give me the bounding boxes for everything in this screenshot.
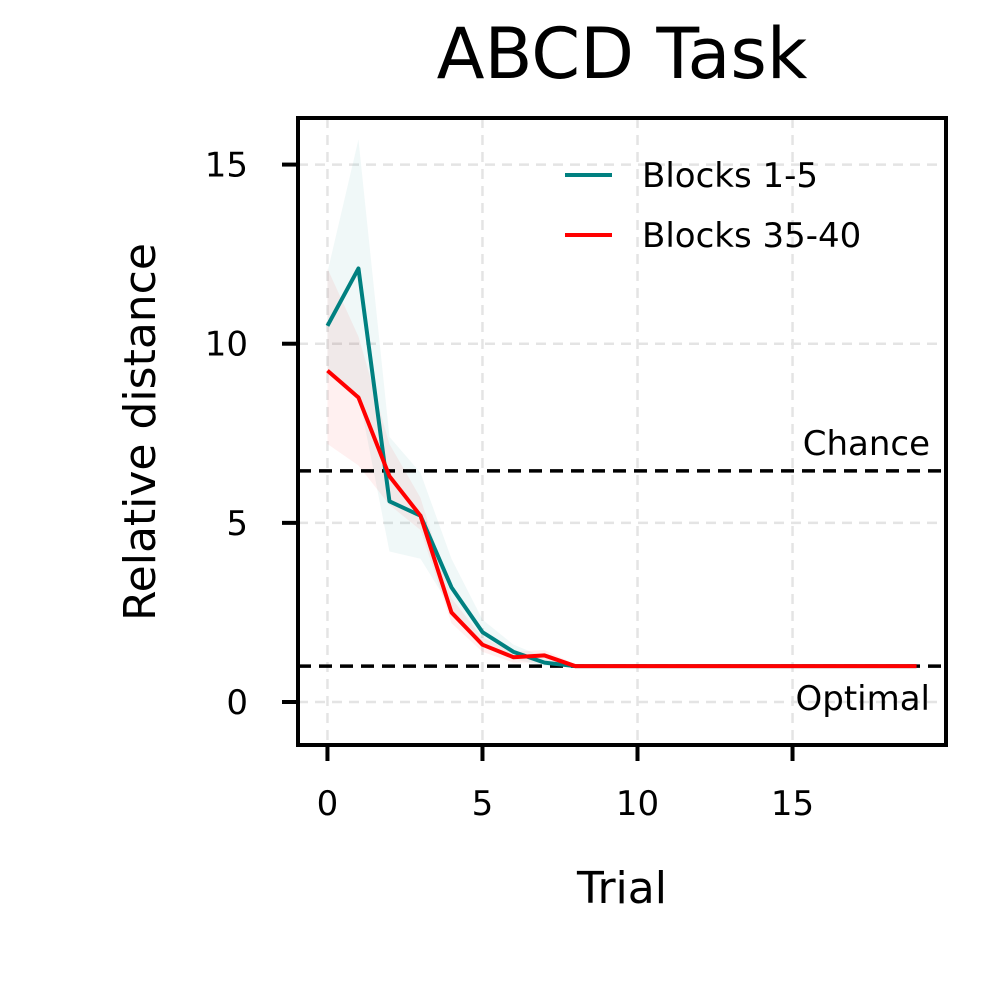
- legend-label: Blocks 1-5: [642, 156, 818, 196]
- plot-frame: [296, 116, 948, 747]
- x-axis-label: Trial: [576, 863, 667, 914]
- reference-label: Chance: [803, 424, 930, 464]
- y-tick-label: 5: [226, 504, 248, 544]
- x-tick-label: 0: [317, 784, 339, 824]
- series-band: [327, 268, 917, 667]
- y-axis-label: Relative distance: [115, 243, 166, 621]
- series-lines: [325, 266, 917, 669]
- x-tick-label: 10: [616, 784, 659, 824]
- y-tick-label: 10: [205, 325, 248, 365]
- y-axis-ticks: 0 5 10 15: [205, 146, 298, 723]
- series-line: [325, 266, 917, 669]
- x-tick-label: 15: [771, 784, 814, 824]
- x-axis-ticks: 0 5 10 15: [317, 745, 814, 824]
- y-tick-label: 15: [205, 146, 248, 186]
- y-tick-label: 0: [226, 683, 248, 723]
- series-line: [326, 369, 917, 669]
- legend-label: Blocks 35-40: [642, 216, 861, 256]
- reference-label: Optimal: [795, 679, 930, 719]
- legend: Blocks 1-5 Blocks 35-40: [565, 156, 861, 256]
- x-tick-label: 5: [472, 784, 494, 824]
- grid: [298, 118, 946, 745]
- reference-lines: Chance Optimal: [298, 424, 946, 719]
- chart-title: ABCD Task: [437, 13, 808, 95]
